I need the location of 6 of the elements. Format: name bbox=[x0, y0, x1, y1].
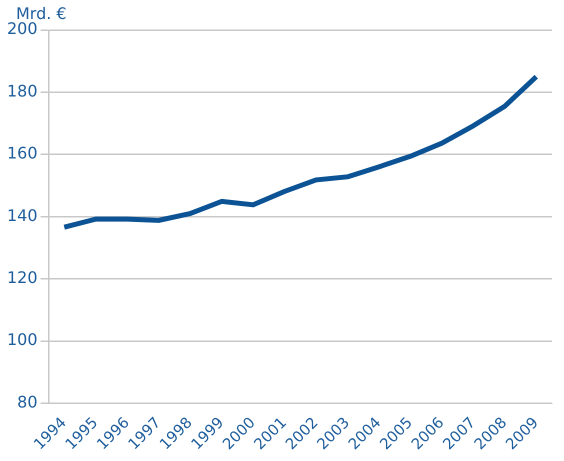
y-tick-label: 180 bbox=[6, 81, 38, 100]
y-tick-label: 100 bbox=[6, 330, 38, 350]
y-tick-label: 160 bbox=[6, 144, 38, 163]
y-tick-label: 80 bbox=[17, 392, 38, 412]
y-tick-label: 120 bbox=[6, 268, 38, 288]
y-tick-label: 140 bbox=[6, 206, 38, 225]
